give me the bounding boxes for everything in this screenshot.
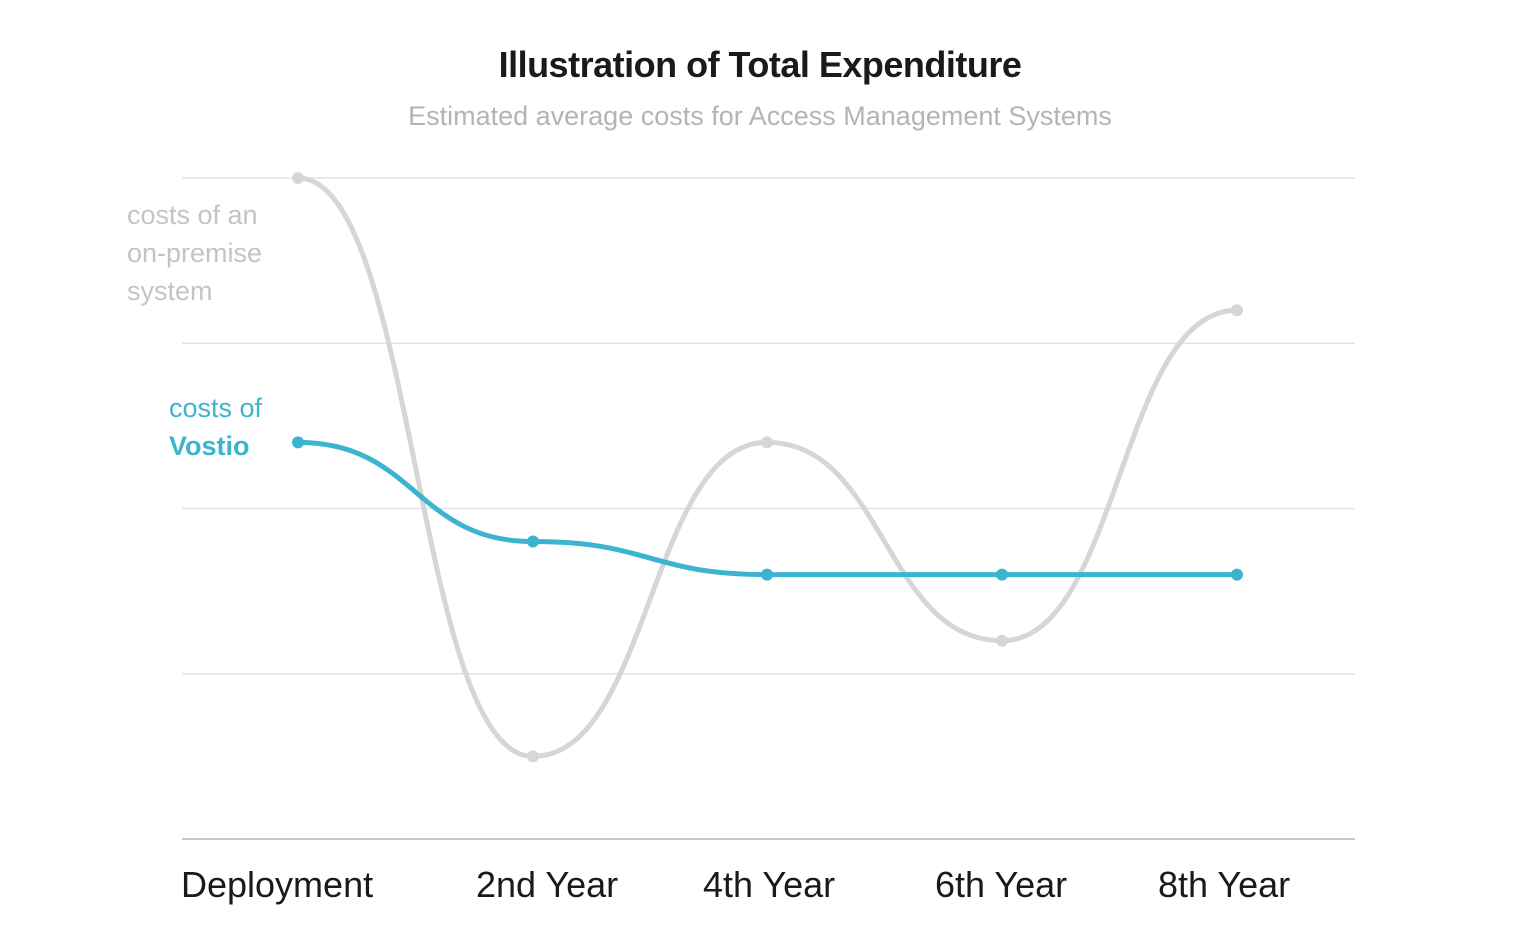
data-point-vostio	[1231, 568, 1243, 581]
x-tick-label: 6th Year	[935, 864, 1068, 905]
data-point-on-premise	[1231, 304, 1243, 317]
series-label-vostio: costs of Vostio	[169, 389, 262, 465]
series-label-line: costs of	[169, 393, 263, 423]
series-label-line: on-premise	[127, 238, 263, 268]
x-tick-label: 2nd Year	[476, 864, 619, 905]
chart-title: Illustration of Total Expenditure	[498, 44, 1022, 85]
data-point-on-premise	[761, 436, 773, 449]
data-point-vostio	[996, 568, 1008, 581]
chart-subtitle: Estimated average costs for Access Manag…	[408, 101, 1112, 131]
series-line-on-premise	[295, 175, 1240, 759]
series-label-line: system	[127, 276, 213, 306]
x-tick-label: 4th Year	[703, 864, 836, 905]
data-point-on-premise	[527, 750, 539, 763]
series-line-vostio	[295, 439, 1240, 578]
series-label-on-premise: costs of an on-premise system	[127, 196, 262, 310]
x-tick-label: Deployment	[181, 864, 374, 905]
series-label-line: Vostio	[169, 431, 250, 461]
data-point-on-premise	[292, 172, 304, 184]
data-point-on-premise	[996, 634, 1008, 647]
data-point-vostio	[292, 436, 304, 449]
series-label-line: costs of an	[127, 200, 258, 230]
data-point-vostio	[761, 568, 773, 581]
data-point-vostio	[527, 535, 539, 548]
x-tick-label: 8th Year	[1158, 864, 1291, 905]
